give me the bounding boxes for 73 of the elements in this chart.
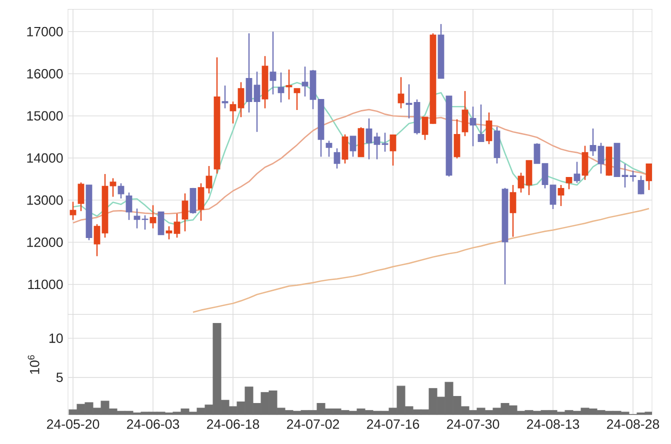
candlestick (126, 192, 132, 221)
candlestick (294, 88, 300, 111)
y-tick-label: 5 (56, 372, 63, 382)
candlestick (206, 165, 212, 194)
candlestick (118, 182, 124, 200)
x-tick-label: 24-06-03 (126, 419, 180, 429)
candlestick (142, 214, 148, 230)
y-tick-label: 14000 (27, 153, 63, 163)
y-axis-title: 10$^{6}$ (28, 355, 40, 374)
candlestick (70, 201, 76, 221)
candlestick (542, 162, 548, 189)
candlestick (406, 84, 412, 120)
candlestick (350, 136, 356, 158)
y-tick-label: 10 (49, 334, 63, 343)
candlestick (94, 224, 100, 257)
candlestick (182, 192, 188, 232)
candlestick (590, 128, 596, 157)
candlestick (366, 118, 372, 160)
candlestick (326, 140, 332, 158)
y-tick-label: 12000 (27, 238, 63, 247)
candlestick (334, 148, 340, 170)
candlestick (254, 71, 260, 132)
candlestick (302, 66, 308, 98)
candlestick (622, 163, 628, 188)
candlestick (238, 82, 244, 118)
candlestick (166, 226, 172, 240)
candlestick (382, 132, 388, 152)
candlestick (630, 170, 636, 182)
candlestick (278, 72, 284, 104)
y-tick-label: 17000 (27, 26, 63, 36)
candlestick (286, 68, 292, 100)
x-tick-label: 24-05-20 (46, 419, 100, 429)
candlestick (518, 172, 524, 194)
candlestick (342, 134, 348, 164)
y-tick-label: 15000 (27, 111, 63, 121)
candlestick (222, 84, 228, 109)
x-tick-label: 24-06-18 (206, 419, 260, 429)
y-tick-label: 11000 (28, 280, 63, 290)
candlestick (574, 161, 580, 184)
candlestick (598, 142, 604, 174)
candlestick (534, 142, 540, 164)
candlestick (582, 145, 588, 181)
candlestick (454, 118, 460, 160)
y-tick-label: 16000 (27, 69, 63, 78)
candlestick (422, 116, 428, 140)
candlestick (566, 176, 572, 190)
candlestick (462, 90, 468, 137)
x-tick-label: 24-08-28 (606, 419, 660, 429)
candlestick (270, 31, 276, 95)
x-tick-label: 24-07-02 (286, 419, 340, 429)
x-tick-label: 24-07-30 (446, 419, 500, 429)
y-tick-label: 13000 (27, 195, 63, 205)
candlestick (110, 178, 116, 198)
candlestick (174, 213, 180, 238)
candlestick (134, 208, 140, 229)
candlestick (470, 106, 476, 147)
candlestick (150, 204, 156, 229)
candlestick (398, 76, 404, 109)
candlestick (478, 104, 484, 142)
candlestick (374, 132, 380, 160)
candlestick (510, 184, 516, 238)
x-tick-label: 24-08-13 (526, 419, 580, 429)
candlestick (390, 134, 396, 166)
candlestick (638, 175, 644, 195)
x-tick-label: 24-07-16 (366, 419, 420, 429)
candlestick (198, 182, 204, 222)
candlestick (158, 212, 164, 236)
candlestick (486, 112, 492, 145)
candlestick (246, 32, 252, 114)
candlestick (78, 182, 84, 212)
candlestick (558, 184, 564, 207)
candlestick (550, 184, 556, 210)
candlestick (230, 100, 236, 124)
